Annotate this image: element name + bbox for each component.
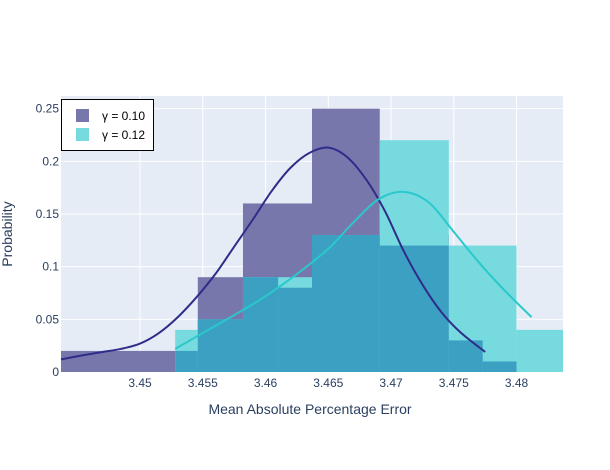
bar-overlap-4 xyxy=(312,235,380,372)
x-tick-label-6: 3.48 xyxy=(505,376,529,390)
legend-swatch-gamma-012[interactable] xyxy=(76,128,89,141)
x-tick-label-3: 3.465 xyxy=(313,376,343,390)
x-tick-label-5: 3.475 xyxy=(439,376,469,390)
x-axis-ticks: 3.45 3.455 3.46 3.465 3.47 3.475 3.48 xyxy=(128,376,528,390)
bar-overlap-0 xyxy=(175,350,198,372)
y-tick-label-5: 0.25 xyxy=(36,102,60,116)
x-tick-label-2: 3.46 xyxy=(254,376,278,390)
bar-overlap-1 xyxy=(197,319,243,372)
bar-series0-0[interactable] xyxy=(61,350,176,372)
legend-swatch-gamma-010[interactable] xyxy=(76,109,89,122)
bar-overlap-3 xyxy=(278,287,312,372)
bar-overlap-7 xyxy=(482,361,517,372)
y-tick-label-1: 0.05 xyxy=(36,312,60,326)
y-tick-label-4: 0.2 xyxy=(42,154,59,168)
x-tick-label-1: 3.455 xyxy=(188,376,218,390)
y-tick-label-3: 0.15 xyxy=(36,207,60,221)
legend-label-gamma-010[interactable]: γ = 0.10 xyxy=(102,109,145,123)
bar-series1-6[interactable] xyxy=(516,329,563,372)
density-curves xyxy=(60,146,533,361)
x-axis-title: Mean Absolute Percentage Error xyxy=(208,401,411,417)
y-axis-ticks: 0 0.05 0.1 0.15 0.2 0.25 xyxy=(36,102,60,379)
y-axis-title: Probability xyxy=(0,201,15,266)
density-curve-series1[interactable] xyxy=(174,190,533,350)
legend-label-gamma-012[interactable]: γ = 0.12 xyxy=(102,128,145,142)
bar-overlap-5 xyxy=(379,245,449,372)
legend[interactable]: γ = 0.10 γ = 0.12 xyxy=(61,99,154,151)
x-tick-label-0: 3.45 xyxy=(128,376,152,390)
y-tick-label-2: 0.1 xyxy=(42,260,59,274)
legend-box xyxy=(61,99,154,151)
bar-overlap-2 xyxy=(242,277,279,372)
y-tick-label-0: 0 xyxy=(52,365,59,379)
density-curve-series0[interactable] xyxy=(60,146,486,361)
x-tick-label-4: 3.47 xyxy=(379,376,403,390)
